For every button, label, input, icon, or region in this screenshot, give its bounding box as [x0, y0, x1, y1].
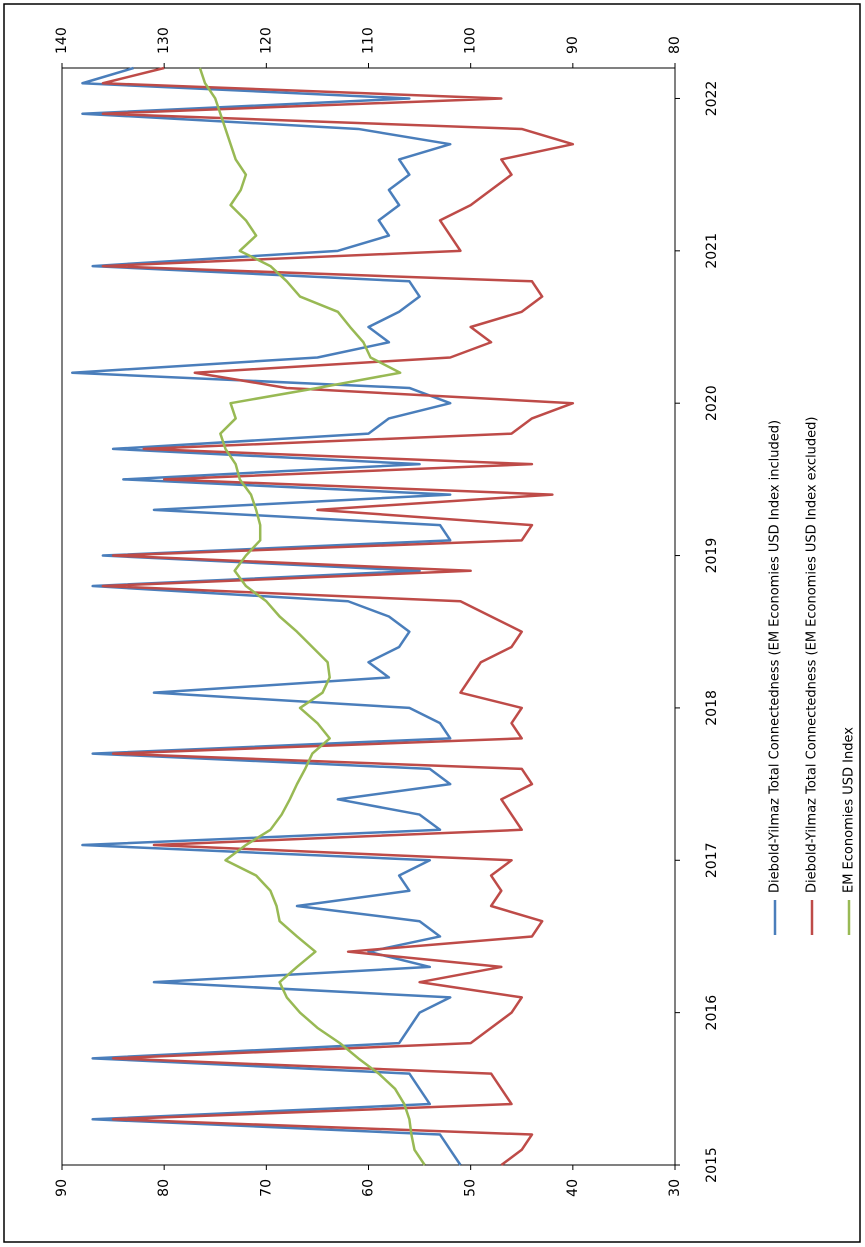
y2-tick-label: 100	[463, 27, 479, 54]
plot-area	[61, 67, 676, 1166]
y-tick-label: 60	[361, 1179, 377, 1197]
y-tick-label: 50	[463, 1179, 479, 1197]
legend-label: Diebold-Yilmaz Total Connectedness (EM E…	[768, 420, 783, 893]
y2-tick-label: 80	[667, 36, 683, 54]
series-line	[101, 66, 575, 1167]
y-tick-label: 70	[258, 1179, 274, 1197]
x-tick-label: 2016	[704, 995, 720, 1031]
x-tick-label: 2019	[704, 538, 720, 574]
frame	[3, 3, 861, 1243]
x-tick-label: 2015	[704, 1147, 720, 1183]
y2-tick-label: 90	[565, 36, 581, 54]
x-tick-label: 2022	[704, 81, 720, 117]
y2-tick-label: 140	[54, 27, 70, 54]
y2-tick-label: 120	[258, 27, 274, 54]
y-tick-label: 40	[565, 1179, 581, 1197]
x-tick-label: 2018	[704, 690, 720, 726]
x-tick-label: 2020	[704, 385, 720, 421]
y2-tick-label: 110	[361, 27, 377, 54]
rotated-chart: 30 40 50 60 70 80 90 80 90 100 110 120 130 140 2015 201…	[54, 27, 857, 1197]
y2-tick-label: 130	[156, 27, 172, 54]
y-tick-label: 80	[156, 1179, 172, 1197]
series-line	[70, 66, 462, 1166]
x-tick-label: 2017	[704, 842, 720, 878]
legend-label: Diebold-Yilmaz Total Connectedness (EM E…	[805, 417, 820, 894]
y-tick-label: 90	[54, 1179, 70, 1197]
x-tick-label: 2021	[704, 233, 720, 269]
series-line	[198, 67, 426, 1166]
legend-label: EM Economies USD Index	[842, 727, 857, 893]
y-tick-label: 30	[667, 1179, 683, 1197]
